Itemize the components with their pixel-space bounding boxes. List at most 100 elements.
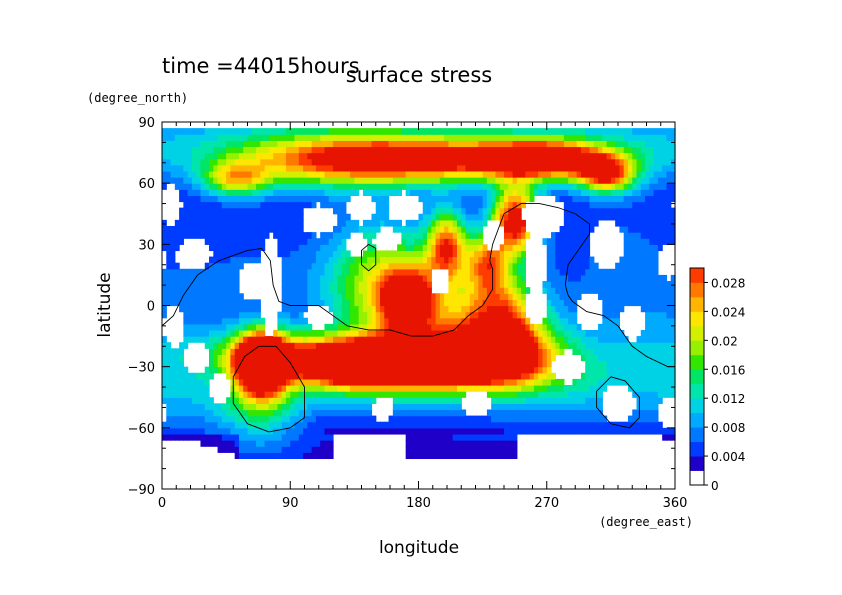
heatmap-cell — [521, 421, 526, 429]
heatmap-cell — [469, 262, 475, 270]
heatmap-cell — [533, 385, 539, 392]
heatmap-cell — [615, 329, 621, 337]
heatmap-cell — [226, 219, 231, 227]
heatmap-cell — [384, 213, 390, 221]
heatmap-cell — [619, 219, 625, 227]
heatmap-cell — [200, 183, 206, 190]
heatmap-cell — [439, 348, 445, 356]
heatmap-cell — [482, 305, 488, 313]
heatmap-cell — [285, 146, 291, 154]
heatmap-cell — [405, 256, 411, 264]
heatmap-cell — [551, 152, 556, 160]
heatmap-cell — [388, 360, 394, 368]
heatmap-cell — [307, 293, 313, 300]
heatmap-cell — [315, 446, 321, 453]
heatmap-cell — [354, 293, 360, 300]
heatmap-cell — [508, 433, 514, 441]
heatmap-cell — [482, 421, 488, 429]
heatmap-cell — [384, 268, 390, 276]
heatmap-cell — [328, 385, 334, 392]
heatmap-cell — [422, 427, 428, 435]
heatmap-cell — [268, 177, 274, 184]
heatmap-cell — [525, 146, 531, 154]
heatmap-cell — [444, 360, 450, 368]
heatmap-cell — [529, 366, 535, 374]
heatmap-cell — [452, 170, 458, 178]
heatmap-cell — [435, 360, 441, 368]
heatmap-cell — [563, 164, 569, 172]
heatmap-cell — [320, 433, 326, 441]
heatmap-cell — [585, 250, 591, 258]
heatmap-cell — [478, 342, 484, 349]
heatmap-cell — [303, 440, 308, 447]
heatmap-cell — [516, 427, 522, 435]
heatmap-cell — [512, 146, 518, 154]
heatmap-cell — [542, 348, 548, 356]
heatmap-cell — [179, 232, 184, 239]
heatmap-cell — [285, 177, 291, 184]
heatmap-cell — [461, 427, 467, 435]
heatmap-cell — [311, 232, 317, 239]
heatmap-cell — [333, 268, 338, 276]
heatmap-cell — [183, 274, 189, 282]
heatmap-cell — [341, 385, 347, 392]
heatmap-cell — [409, 238, 415, 245]
heatmap-cell — [435, 348, 441, 356]
heatmap-cell — [213, 348, 219, 356]
heatmap-cell — [362, 360, 368, 368]
heatmap-cell — [315, 378, 321, 386]
heatmap-cell — [439, 207, 445, 215]
heatmap-cell — [606, 372, 612, 380]
heatmap-cell — [388, 268, 394, 276]
heatmap-cell — [516, 366, 522, 374]
heatmap-cell — [333, 372, 338, 380]
heatmap-cell — [478, 170, 484, 178]
heatmap-cell — [414, 189, 420, 196]
heatmap-cell — [328, 433, 334, 441]
heatmap-cell — [307, 421, 313, 429]
heatmap-cell — [179, 360, 184, 368]
heatmap-cell — [623, 238, 629, 245]
heatmap-cell — [615, 378, 621, 386]
heatmap-cell — [238, 446, 244, 453]
heatmap-cell — [191, 317, 197, 325]
heatmap-cell — [226, 232, 231, 239]
heatmap-cell — [375, 219, 381, 227]
heatmap-cell — [602, 342, 608, 349]
heatmap-cell — [456, 427, 462, 435]
heatmap-cell — [546, 287, 552, 294]
heatmap-cell — [521, 225, 526, 233]
heatmap-cell — [508, 305, 514, 313]
heatmap-cell — [533, 360, 539, 368]
heatmap-cell — [495, 427, 501, 435]
heatmap-cell — [221, 189, 227, 196]
heatmap-cell — [234, 225, 240, 233]
heatmap-cell — [384, 140, 390, 148]
heatmap-cell — [585, 281, 591, 288]
heatmap-cell — [456, 146, 462, 154]
heatmap-cell — [405, 409, 411, 417]
heatmap-cell — [230, 299, 236, 307]
heatmap-cell — [362, 409, 368, 417]
heatmap-cell — [551, 427, 556, 435]
heatmap-cell — [392, 189, 398, 196]
heatmap-cell — [401, 415, 407, 423]
heatmap-cell — [221, 232, 227, 239]
heatmap-cell — [465, 152, 471, 160]
heatmap-cell — [580, 232, 586, 239]
heatmap-cell — [508, 146, 514, 154]
heatmap-cell — [427, 372, 432, 380]
heatmap-cell — [439, 366, 445, 374]
heatmap-cell — [256, 183, 261, 190]
heatmap-cell — [209, 317, 214, 325]
heatmap-cell — [221, 140, 227, 148]
heatmap-cell — [431, 446, 437, 453]
heatmap-cell — [563, 152, 569, 160]
heatmap-cell — [598, 427, 603, 435]
heatmap-cell — [367, 336, 373, 343]
heatmap-cell — [615, 170, 621, 178]
heatmap-cell — [358, 403, 364, 411]
heatmap-cell — [221, 293, 227, 300]
heatmap-cell — [546, 134, 552, 141]
heatmap-cell — [350, 152, 355, 160]
